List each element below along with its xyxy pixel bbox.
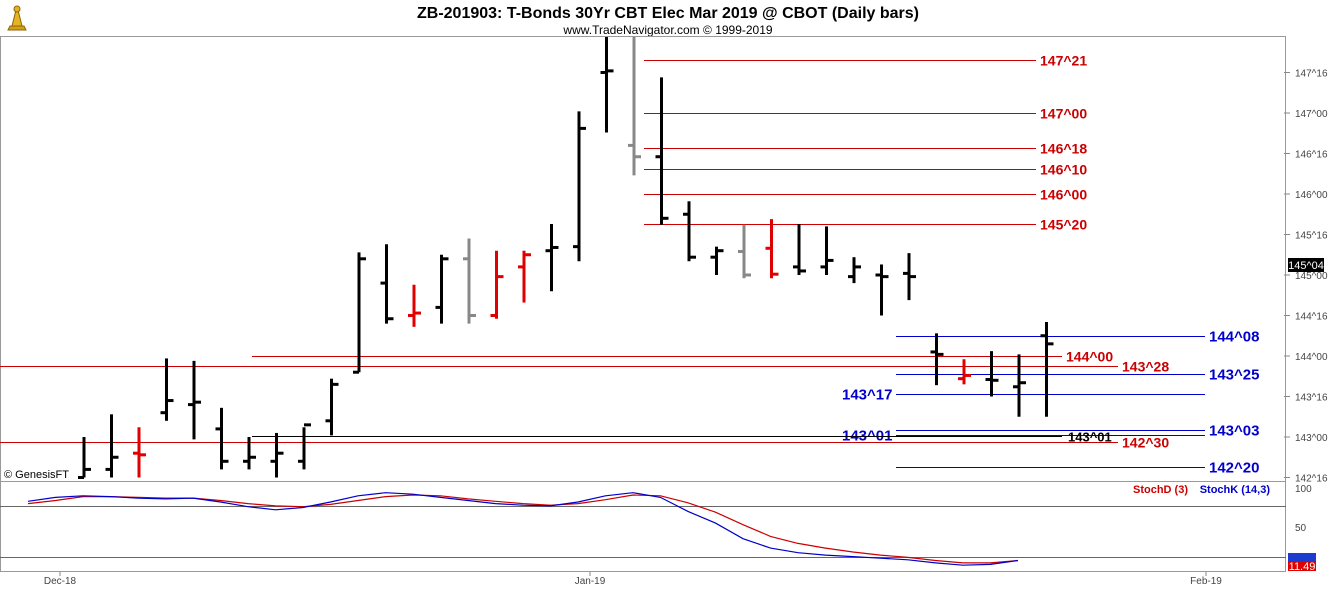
ohlc-bar (738, 224, 751, 279)
ohlc-bar (793, 223, 806, 275)
ohlc-bars (78, 37, 1054, 479)
ohlc-bar (270, 432, 284, 478)
ohlc-bar (875, 264, 889, 316)
ohlc-bar (133, 427, 146, 478)
ohlc-bar (160, 358, 174, 421)
price-level: 144^08 (896, 329, 1259, 346)
ohlc-bar (78, 437, 91, 479)
price-levels: 147^21 147^00 146^18 146^10 146^00 145^20 144^… (0, 53, 1259, 477)
ohlc-bar (930, 333, 944, 386)
price-tick-label: 144^16 (1295, 312, 1328, 323)
price-level: 143^17 (842, 387, 1205, 404)
ohlc-bar (1040, 321, 1054, 417)
stochastic-lines: 100 50 (27, 484, 1312, 566)
date-tick-label: Jan-19 (575, 576, 606, 587)
stoch-tick-label: 100 (1295, 484, 1312, 495)
price-tick-label: 144^00 (1295, 352, 1328, 363)
date-tick-label: Feb-19 (1190, 576, 1222, 587)
price-tick-label: 147^16 (1295, 69, 1328, 80)
price-tick-label: 143^16 (1295, 393, 1328, 404)
price-tick-label: 143^00 (1295, 433, 1328, 444)
date-axis: Dec-18 Jan-19 Feb-19 (44, 572, 1222, 587)
price-level: 145^20 (644, 217, 1087, 233)
ohlc-bar (985, 351, 999, 397)
price-tick-label: 147^00 (1295, 109, 1328, 120)
ohlc-bar (298, 423, 311, 470)
level-label: 147^00 (1040, 106, 1087, 122)
ohlc-bar (518, 250, 531, 303)
level-label: 142^30 (1122, 435, 1169, 451)
ohlc-bar (243, 437, 256, 470)
price-tick-label: 146^00 (1295, 190, 1328, 201)
ohlc-bar (683, 201, 696, 262)
level-label: 143^25 (1209, 367, 1259, 384)
ohlc-bar (820, 226, 834, 275)
ohlc-bar (848, 257, 861, 284)
level-label: 143^01 (1068, 430, 1112, 445)
price-tick-label: 145^16 (1295, 231, 1328, 242)
price-level: 147^21 (644, 53, 1087, 69)
ohlc-bar (545, 223, 559, 292)
level-label: 143^03 (1209, 423, 1259, 440)
level-label: 143^28 (1122, 359, 1169, 375)
ohlc-bar (105, 414, 119, 478)
ohlc-bar (765, 219, 779, 279)
ohlc-bar (325, 378, 339, 436)
ohlc-bar (408, 284, 421, 327)
stoch-d-legend: StochD (3) (1133, 484, 1188, 496)
ohlc-bar (655, 77, 669, 225)
date-tick-label: Dec-18 (44, 576, 77, 587)
stoch-tick-label: 50 (1295, 523, 1307, 534)
price-level: 143^28 (0, 359, 1169, 375)
price-level: 146^10 (644, 162, 1087, 178)
price-level: 144^00 (252, 349, 1113, 365)
ohlc-bar (353, 252, 366, 374)
ohlc-bar (435, 254, 449, 324)
level-label: 144^00 (1066, 349, 1113, 365)
price-level: 142^30 (0, 435, 1169, 451)
ohlc-bar (710, 246, 724, 275)
level-label: 145^20 (1040, 217, 1087, 233)
current-price-tag (1288, 258, 1324, 272)
ohlc-bar (600, 37, 614, 133)
price-tick-label: 146^16 (1295, 150, 1328, 161)
ohlc-bar (463, 238, 476, 324)
price-level: 146^18 (644, 141, 1087, 157)
level-label: 142^20 (1209, 460, 1259, 477)
price-level: 142^20 (896, 460, 1259, 477)
watermark: © GenesisFT (4, 469, 69, 481)
ohlc-bar (490, 250, 504, 319)
ohlc-bar (1013, 354, 1026, 417)
price-axis: 142^16143^00143^16144^00144^16145^00145^… (1284, 69, 1328, 485)
chart-subtitle: www.TradeNavigator.com © 1999-2019 (562, 23, 772, 37)
price-level: 143^01 (252, 430, 1112, 445)
ohlc-bar (628, 37, 641, 176)
ohlc-bar (573, 111, 586, 262)
level-label: 144^08 (1209, 329, 1259, 346)
stoch-k-line (27, 492, 1019, 566)
price-level: 143^03 (896, 423, 1259, 440)
price-level: 146^00 (644, 187, 1087, 203)
level-label: 147^21 (1040, 53, 1087, 69)
level-label: 143^17 (842, 387, 892, 404)
genesis-logo-icon (4, 5, 28, 32)
level-label: 146^18 (1040, 141, 1087, 157)
stoch-k-legend: StochK (14,3) (1200, 484, 1271, 496)
ohlc-bar (215, 407, 229, 470)
ohlc-bar (380, 244, 394, 324)
stochastic-pane (0, 481, 1286, 572)
ohlc-bar (188, 360, 201, 440)
ohlc-bar (958, 359, 971, 385)
price-level: 143^25 (896, 367, 1259, 384)
level-label: 146^10 (1040, 162, 1087, 178)
level-label: 146^00 (1040, 187, 1087, 203)
price-level: 147^00 (644, 106, 1087, 122)
ohlc-bar (903, 253, 916, 301)
stoch-value-label: 11.49 (1289, 561, 1316, 573)
chart-title: ZB-201903: T-Bonds 30Yr CBT Elec Mar 201… (417, 5, 919, 22)
price-tick-label: 142^16 (1295, 474, 1328, 485)
current-price-label: 145^04 (1288, 260, 1324, 272)
price-tick-label: 145^00 (1295, 271, 1328, 282)
